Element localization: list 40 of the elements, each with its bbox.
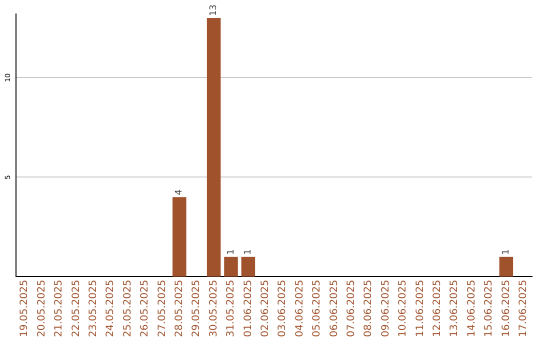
data-label: 4 [174,189,185,196]
bar [241,256,256,277]
x-tick-label: 25.05.2025 [122,280,134,338]
x-tick-label: 23.05.2025 [88,280,99,338]
x-tick-label: 19.05.2025 [19,280,30,338]
x-tick-label: 01.06.2025 [242,280,254,338]
x-tick-label: 24.05.2025 [105,280,116,338]
x-tick-label: 20.05.2025 [36,280,48,338]
x-tick-label: 11.06.2025 [414,280,426,338]
bar [499,256,514,277]
x-tick-label: 08.06.2025 [363,280,374,338]
x-tick-label: 09.06.2025 [380,280,392,338]
x-tick-label: 14.06.2025 [466,280,478,338]
bar [172,197,186,277]
x-tick-label: 31.05.2025 [226,280,237,338]
data-label: 1 [244,249,254,255]
x-tick-label: 02.06.2025 [260,280,271,338]
x-tick-label: 17.06.2025 [518,280,529,338]
x-tick-label: 21.05.2025 [54,280,65,338]
x-tick-label: 13.06.2025 [449,280,460,338]
data-label: 13 [209,4,220,16]
bar [206,18,221,277]
x-tick-label: 07.06.2025 [346,280,357,338]
x-tick-label: 30.05.2025 [208,280,220,338]
x-tick-label: 10.06.2025 [398,280,409,338]
x-tick-label: 28.05.2025 [174,280,185,338]
data-label: 1 [502,249,512,255]
x-tick-label: 06.06.2025 [328,280,340,338]
data-label: 1 [226,249,236,255]
x-tick-label: 12.06.2025 [432,280,443,338]
x-tick-label: 22.05.2025 [70,280,82,338]
x-tick-label: 03.06.2025 [277,280,288,338]
bar [224,256,238,277]
x-tick-label: 15.06.2025 [484,280,495,338]
x-tick-label: 04.06.2025 [294,280,306,338]
x-tick-label: 05.06.2025 [312,280,323,338]
x-tick-label: 27.05.2025 [156,280,168,338]
x-tick-label: 16.06.2025 [500,280,512,338]
x-tick-label: 26.05.2025 [140,280,151,338]
x-tick-label: 29.05.2025 [191,280,202,338]
